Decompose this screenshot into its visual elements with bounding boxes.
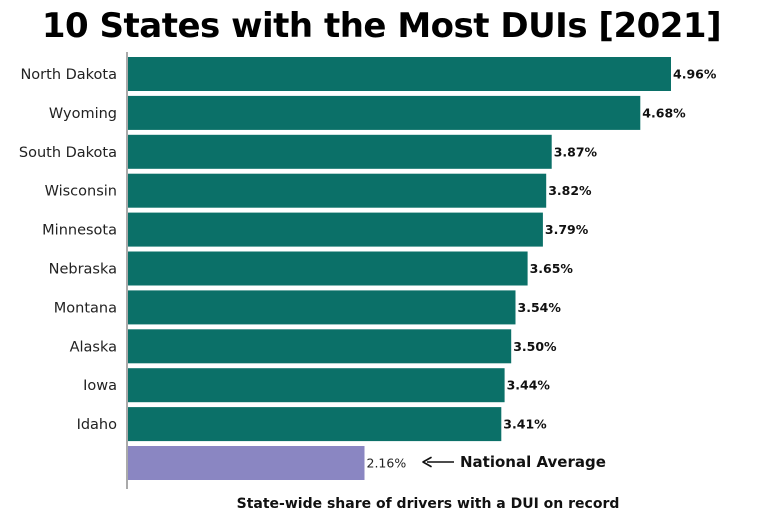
value-label: 2.16%: [367, 456, 407, 471]
category-label: Nebraska: [49, 262, 117, 278]
x-axis-label: State-wide share of drivers with a DUI o…: [236, 496, 620, 512]
bar-nebraska: [128, 251, 528, 286]
bar-south-dakota: [128, 134, 552, 169]
category-label: Minnesota: [42, 223, 117, 239]
bar-idaho: [128, 407, 502, 442]
bar-wyoming: [128, 95, 641, 130]
value-label: 3.50%: [513, 339, 557, 354]
value-label: 3.87%: [554, 144, 598, 159]
bar-wisconsin: [128, 173, 547, 208]
chart-title: 10 States with the Most DUIs [2021]: [41, 6, 722, 46]
value-label: 3.82%: [548, 183, 592, 198]
left-arrow-icon: [422, 456, 432, 468]
bar-iowa: [128, 368, 505, 403]
value-label: 4.68%: [642, 105, 686, 120]
category-label: Iowa: [83, 378, 117, 394]
value-label: 3.65%: [530, 261, 574, 276]
value-label: 3.54%: [518, 300, 562, 315]
annotation-layer: National Average: [422, 453, 606, 471]
bar-montana: [128, 290, 516, 325]
bar-north-dakota: [128, 57, 671, 91]
bars-layer: 4.96% North Dakota 4.68% Wyoming 3.87% South …: [19, 57, 717, 480]
category-label: North Dakota: [20, 67, 117, 83]
category-label: Wyoming: [49, 106, 117, 122]
value-label: 3.44%: [507, 378, 551, 393]
category-label: South Dakota: [19, 145, 117, 161]
category-label: Alaska: [70, 339, 117, 355]
bar-national-average: [128, 446, 365, 480]
value-label: 3.41%: [503, 417, 547, 432]
value-label: 4.96%: [673, 67, 717, 82]
category-label: Wisconsin: [45, 184, 117, 200]
category-label: Montana: [54, 300, 117, 316]
annotation-label: National Average: [460, 453, 606, 471]
bar-alaska: [128, 329, 512, 364]
bar-minnesota: [128, 212, 543, 247]
value-label: 3.79%: [545, 222, 589, 237]
category-label: Idaho: [77, 417, 118, 433]
